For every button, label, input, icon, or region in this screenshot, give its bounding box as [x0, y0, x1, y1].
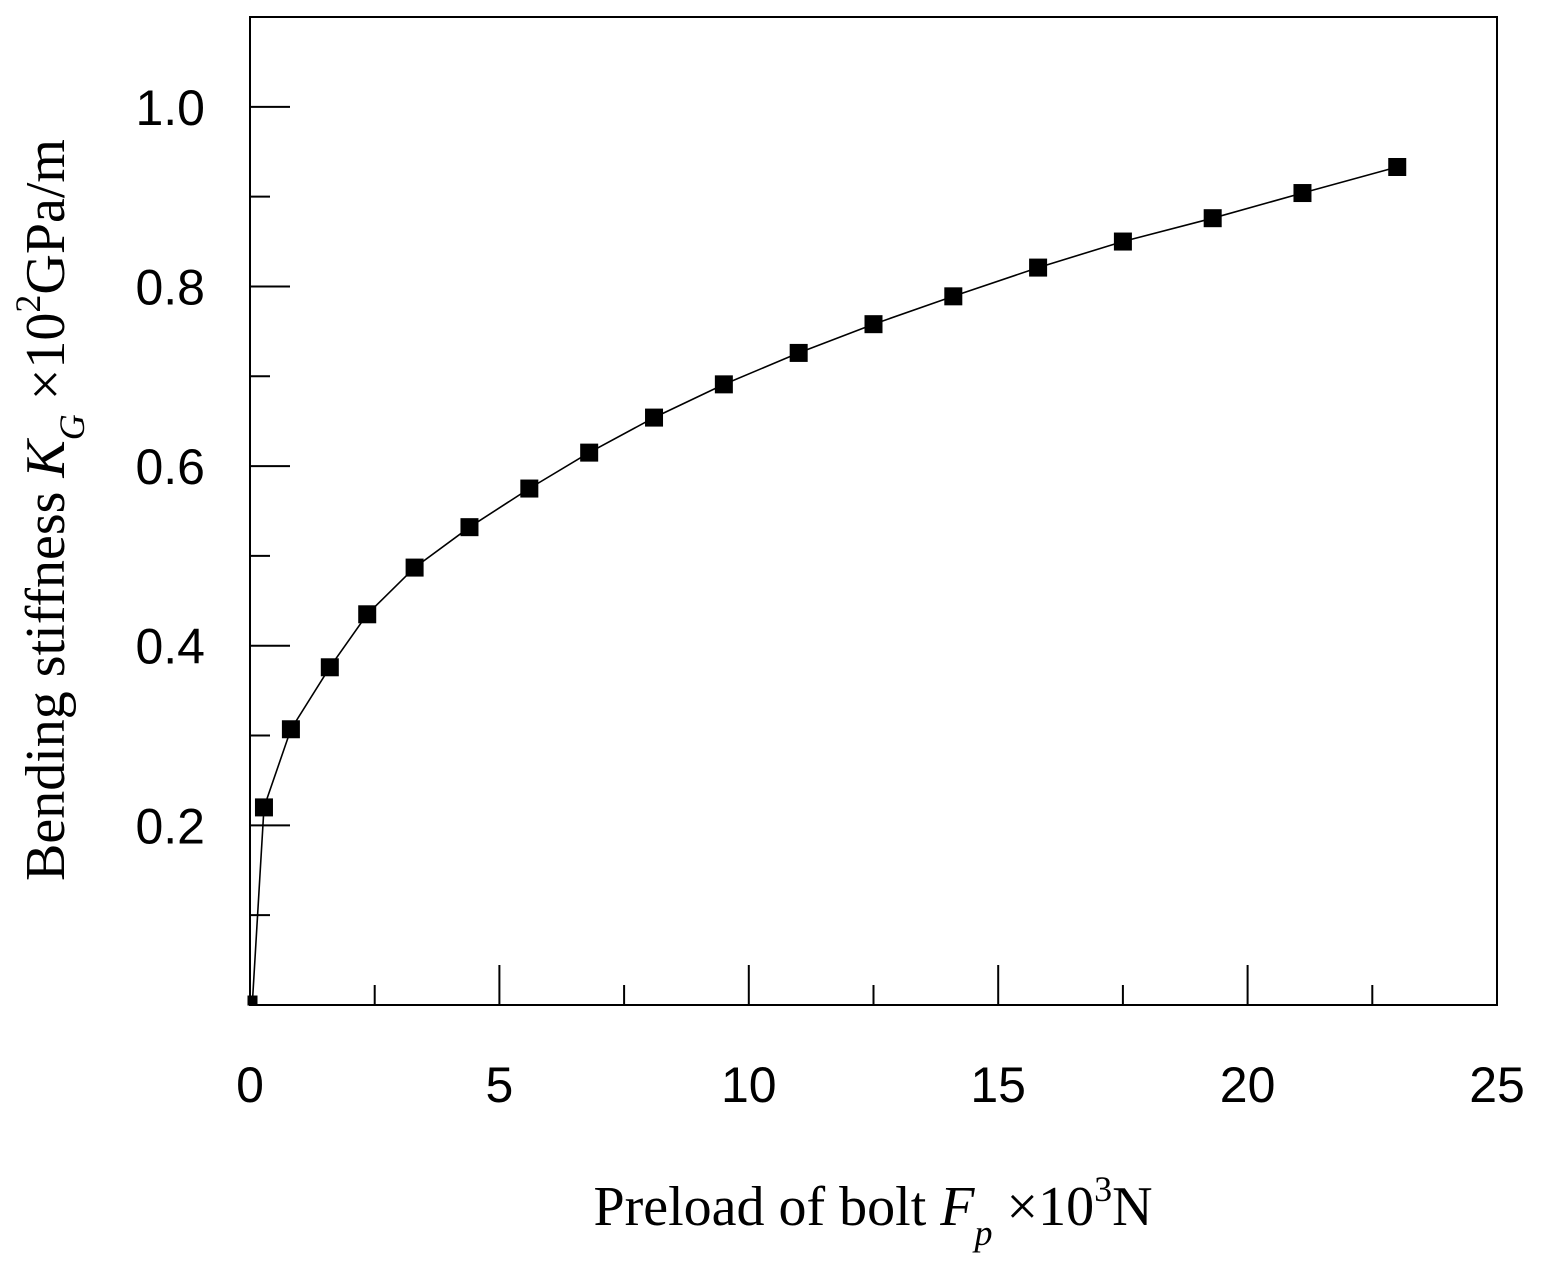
x-tick-label: 20: [1220, 1057, 1276, 1113]
data-point: [1293, 184, 1312, 203]
y-tick-label: 0.4: [135, 619, 205, 675]
data-point: [405, 558, 424, 577]
data-point: [714, 375, 733, 394]
series-line-group: [251, 166, 1398, 1001]
x-axis-label: Preload of bolt Fp ×103N: [593, 1169, 1152, 1253]
data-point: [520, 479, 539, 498]
data-point: [1203, 209, 1222, 228]
data-point: [864, 315, 883, 334]
data-point: [944, 287, 963, 306]
x-tick-label: 0: [236, 1057, 264, 1113]
x-tick-label: 5: [485, 1057, 513, 1113]
data-point: [580, 443, 599, 462]
data-point: [1029, 258, 1048, 277]
data-point: [1113, 232, 1132, 251]
data-point: [645, 408, 664, 427]
x-tick-label: 25: [1469, 1057, 1525, 1113]
x-tick-label: 15: [970, 1057, 1026, 1113]
y-axis-label: Bending stiffness KG ×102GPa/m: [8, 139, 92, 881]
y-tick-label: 0.8: [135, 259, 205, 315]
axis-ticks: [250, 105, 1374, 1005]
data-point: [1388, 157, 1407, 176]
tick-labels: 0 5 10 15 20 25 0.2 0.4 0.6 0.8 1.0: [135, 80, 1524, 1113]
y-tick-label: 1.0: [135, 80, 205, 136]
series-points-group: [247, 157, 1407, 1006]
data-point: [358, 605, 377, 624]
data-point: [247, 995, 258, 1006]
y-tick-label: 0.6: [135, 439, 205, 495]
plot-frame: [249, 16, 1498, 1006]
y-tick-label: 0.2: [135, 798, 205, 854]
data-point: [281, 720, 300, 739]
data-point: [254, 798, 273, 817]
data-point: [320, 658, 339, 677]
x-tick-label: 10: [721, 1057, 777, 1113]
series-line: [251, 166, 1398, 1001]
data-point: [789, 343, 808, 362]
data-point: [460, 518, 479, 537]
